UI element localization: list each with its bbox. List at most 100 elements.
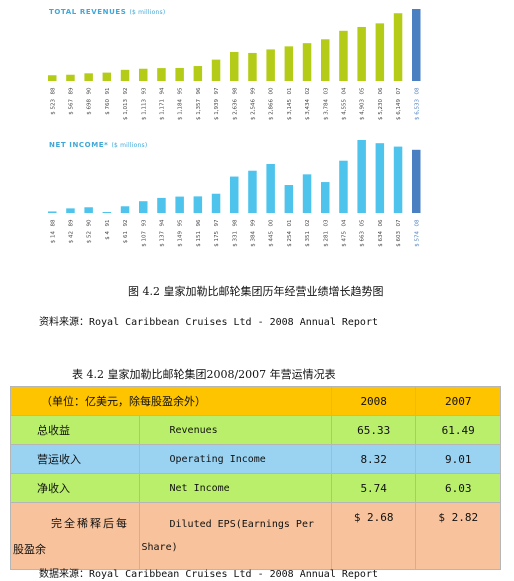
bar-88 — [48, 75, 57, 81]
value-label-88: $ 523 — [50, 99, 56, 115]
bar-90 — [84, 73, 93, 81]
value-label-08: $ 574 — [414, 231, 420, 247]
value-2007: 61.49 — [415, 415, 501, 445]
value-label-06: $ 5,230 — [378, 99, 384, 120]
value-label-01: $ 3,145 — [287, 99, 293, 120]
value-2008: 5.74 — [330, 473, 417, 503]
table-row: 净收入 Net Income 5.74 6.03 — [10, 473, 501, 503]
value-label-07: $ 6,149 — [396, 99, 402, 120]
bar-94 — [157, 68, 166, 81]
year-label-04: 04 — [341, 87, 347, 94]
value-2007: 6.03 — [415, 473, 501, 503]
bar-98 — [230, 176, 239, 213]
year-label-07: 07 — [396, 87, 402, 94]
year-label-08: 08 — [414, 219, 420, 226]
row-label-en: Diluted EPS(Earnings Per Share) — [138, 502, 332, 570]
bar-04 — [339, 160, 348, 213]
bar-02 — [302, 174, 312, 213]
table-header-row: （单位：亿美元，除每股盈余外） 2008 2007 — [10, 386, 501, 416]
value-label-00: $ 2,866 — [269, 99, 275, 120]
year-label-95: 95 — [178, 219, 184, 226]
value-label-05: $ 4,903 — [360, 99, 366, 120]
bar-95 — [175, 67, 184, 81]
bar-94 — [157, 197, 166, 213]
year-label-02: 02 — [305, 88, 311, 95]
net-income-bar-chart: 88 $ 14 89 $ 42 90 $ 52 91 $ 4 92 $ 61 93 $ 107 94 $ … — [48, 140, 421, 247]
year-label-88: 88 — [50, 87, 56, 94]
bar-05 — [357, 140, 366, 213]
revenue-chart-title: TOTAL REVENUES ($ millions) — [49, 8, 166, 16]
year-label-03: 03 — [323, 219, 329, 226]
bar-06 — [375, 23, 385, 81]
bar-91 — [102, 72, 112, 81]
value-label-94: $ 137 — [159, 231, 165, 247]
value-label-93: $ 1,113 — [141, 99, 147, 120]
operations-table: （单位：亿美元，除每股盈余外） 2008 2007 总收益 Revenues 6… — [10, 386, 501, 570]
year-label-03: 03 — [323, 87, 329, 94]
value-label-94: $ 1,171 — [159, 99, 165, 120]
year-label-00: 00 — [269, 219, 275, 226]
year-label-92: 92 — [123, 220, 129, 227]
value-2007: $ 2.82 — [415, 502, 501, 570]
bar-88 — [48, 211, 57, 213]
value-label-96: $ 151 — [196, 231, 202, 247]
bar-95 — [175, 196, 184, 213]
value-label-97: $ 175 — [214, 231, 220, 247]
year-2007-header: 2007 — [415, 386, 501, 416]
value-label-04: $ 4,555 — [341, 99, 347, 120]
value-label-92: $ 1,013 — [123, 99, 129, 120]
value-label-97: $ 1,939 — [214, 99, 220, 120]
bar-05 — [357, 26, 366, 82]
bar-96 — [193, 196, 203, 213]
year-label-93: 93 — [141, 219, 147, 226]
year-label-91: 91 — [105, 88, 111, 95]
value-label-89: $ 567 — [68, 99, 74, 115]
row-label-en: Revenues — [138, 415, 332, 445]
value-label-07: $ 603 — [396, 231, 402, 247]
year-label-94: 94 — [159, 87, 165, 94]
bar-93 — [139, 68, 148, 81]
year-2008-header: 2008 — [330, 386, 417, 416]
bar-03 — [321, 39, 330, 81]
bar-90 — [84, 207, 93, 213]
bar-89 — [66, 208, 75, 213]
bar-07 — [393, 146, 403, 213]
table-row: 完全稀释后每 股盈余 Diluted EPS(Earnings Per Shar… — [10, 502, 501, 570]
year-label-92: 92 — [123, 88, 129, 95]
value-label-99: $ 384 — [250, 231, 256, 247]
value-label-90: $ 698 — [87, 99, 93, 115]
value-label-03: $ 281 — [323, 231, 329, 247]
value-label-00: $ 445 — [269, 231, 275, 247]
bar-98 — [230, 51, 239, 81]
bar-08 — [412, 9, 421, 81]
year-label-90: 90 — [87, 219, 93, 226]
bar-99 — [248, 170, 257, 213]
value-label-98: $ 331 — [232, 231, 238, 247]
year-label-99: 99 — [250, 219, 256, 226]
value-2008: 8.32 — [330, 444, 417, 474]
value-label-90: $ 52 — [87, 231, 93, 243]
value-label-88: $ 14 — [50, 231, 56, 244]
bar-97 — [211, 193, 221, 213]
year-label-89: 89 — [68, 87, 74, 94]
year-label-05: 05 — [360, 219, 366, 226]
value-label-91: $ 4 — [105, 231, 111, 240]
year-label-08: 08 — [414, 87, 420, 94]
bar-92 — [120, 206, 130, 213]
value-label-95: $ 1,184 — [178, 99, 184, 120]
bar-01 — [284, 185, 294, 213]
year-label-98: 98 — [232, 87, 238, 94]
value-2008: $ 2.68 — [330, 502, 417, 570]
value-label-91: $ 760 — [105, 99, 111, 115]
year-label-07: 07 — [396, 219, 402, 226]
table-row: 总收益 Revenues 65.33 61.49 — [10, 415, 501, 445]
value-label-92: $ 61 — [123, 231, 129, 243]
year-label-06: 06 — [378, 219, 384, 226]
bar-89 — [66, 74, 75, 81]
year-label-06: 06 — [378, 87, 384, 94]
bar-03 — [321, 182, 330, 213]
net-income-chart-title: NET INCOME* ($ millions) — [49, 141, 148, 149]
year-label-96: 96 — [196, 219, 202, 226]
year-label-00: 00 — [269, 87, 275, 94]
